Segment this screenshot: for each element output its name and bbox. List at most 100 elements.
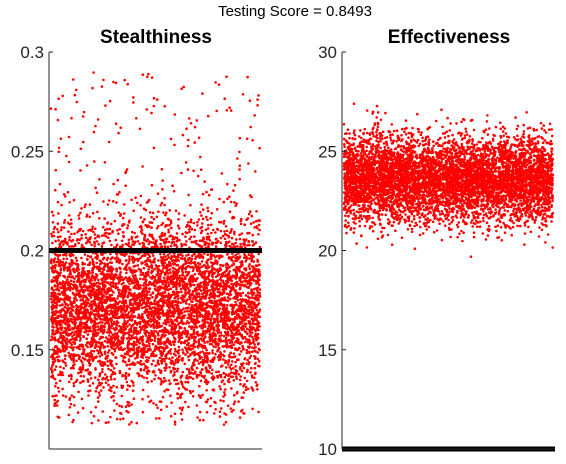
stealthiness-point xyxy=(169,414,173,418)
stealthiness-point xyxy=(84,315,88,318)
stealthiness-point xyxy=(100,353,104,357)
stealthiness-point xyxy=(229,346,233,349)
stealthiness-point xyxy=(49,297,53,301)
stealthiness-point xyxy=(106,345,110,348)
stealthiness-point xyxy=(110,272,113,276)
stealthiness-point xyxy=(70,245,73,248)
stealthiness-point xyxy=(127,358,131,361)
stealthiness-point xyxy=(149,301,153,304)
stealthiness-point xyxy=(227,315,230,318)
stealthiness-point xyxy=(139,286,142,290)
stealthiness-point xyxy=(141,388,145,392)
stealthiness-point xyxy=(157,362,160,366)
stealthiness-point xyxy=(191,269,195,273)
stealthiness-point xyxy=(106,222,109,225)
stealthiness-point xyxy=(92,230,95,234)
stealthiness-point xyxy=(59,310,62,314)
stealthiness-point xyxy=(256,351,260,354)
stealthiness-point xyxy=(82,350,86,354)
stealthiness-point xyxy=(76,411,80,414)
stealthiness-point xyxy=(244,388,248,392)
stealthiness-point xyxy=(130,403,133,406)
stealthiness-point xyxy=(240,217,243,221)
stealthiness-point xyxy=(64,261,68,264)
stealthiness-point xyxy=(114,284,118,288)
stealthiness-point xyxy=(223,323,226,327)
stealthiness-point xyxy=(156,270,160,273)
stealthiness-point xyxy=(95,265,98,269)
stealthiness-point xyxy=(257,283,261,287)
stealthiness-point xyxy=(85,301,88,305)
stealthiness-point xyxy=(171,270,175,273)
stealthiness-point xyxy=(130,313,133,316)
stealthiness-point xyxy=(104,373,107,376)
stealthiness-point xyxy=(163,334,166,338)
stealthiness-point xyxy=(110,373,114,376)
stealthiness-point xyxy=(182,316,185,320)
stealthiness-point xyxy=(75,259,79,262)
stealthiness-point xyxy=(109,222,113,226)
stealthiness-point xyxy=(150,379,153,383)
stealthiness-point xyxy=(79,374,83,378)
stealthiness-point xyxy=(234,256,237,260)
stealthiness-point xyxy=(69,218,73,221)
stealthiness-point xyxy=(188,303,191,306)
stealthiness-point xyxy=(119,214,122,217)
stealthiness-point xyxy=(135,421,139,425)
stealthiness-point xyxy=(67,380,71,384)
stealthiness-point xyxy=(224,361,227,365)
stealthiness-point xyxy=(98,349,102,353)
stealthiness-point xyxy=(121,262,124,266)
stealthiness-point xyxy=(128,255,131,258)
stealthiness-point xyxy=(172,259,175,262)
stealthiness-point xyxy=(100,341,104,345)
stealthiness-point xyxy=(233,303,236,307)
stealthiness-point xyxy=(140,262,143,265)
stealthiness-point xyxy=(70,343,74,347)
stealthiness-point xyxy=(192,330,196,333)
stealthiness-point xyxy=(120,354,123,358)
stealthiness-point xyxy=(146,291,149,294)
stealthiness-point xyxy=(67,413,71,417)
stealthiness-point xyxy=(77,371,80,375)
stealthiness-point xyxy=(73,404,76,407)
stealthiness-point xyxy=(235,238,238,241)
stealthiness-point xyxy=(142,266,146,270)
stealthiness-point xyxy=(122,325,125,329)
stealthiness-point xyxy=(163,376,166,380)
stealthiness-point xyxy=(110,243,113,247)
stealthiness-point xyxy=(211,368,214,372)
stealthiness-point xyxy=(159,242,162,246)
stealthiness-point xyxy=(68,238,71,242)
stealthiness-point xyxy=(217,83,221,86)
stealthiness-point xyxy=(250,296,254,299)
stealthiness-point xyxy=(81,365,85,369)
stealthiness-point xyxy=(173,254,176,258)
stealthiness-point xyxy=(224,336,228,340)
stealthiness-point xyxy=(250,335,254,339)
stealthiness-point xyxy=(119,346,123,349)
stealthiness-point xyxy=(159,297,163,301)
stealthiness-point xyxy=(203,180,206,183)
stealthiness-point xyxy=(107,420,110,424)
stealthiness-point xyxy=(81,326,84,330)
stealthiness-point xyxy=(141,165,144,168)
stealthiness-point xyxy=(163,104,166,108)
stealthiness-point xyxy=(58,182,62,186)
stealthiness-point xyxy=(93,160,96,163)
stealthiness-point xyxy=(234,241,237,245)
stealthiness-point xyxy=(147,270,150,274)
stealthiness-point xyxy=(119,126,122,129)
stealthiness-point xyxy=(142,362,146,366)
stealthiness-point xyxy=(230,279,233,283)
stealthiness-point xyxy=(181,406,184,410)
stealthiness-point xyxy=(172,315,175,318)
stealthiness-point xyxy=(149,399,153,403)
stealthiness-point xyxy=(133,319,137,323)
stealthiness-point xyxy=(230,236,234,240)
stealthiness-point xyxy=(175,309,178,313)
stealthiness-point xyxy=(200,214,203,217)
stealthiness-point xyxy=(72,305,75,309)
stealthiness-point xyxy=(224,388,227,391)
stealthiness-point xyxy=(248,329,252,333)
